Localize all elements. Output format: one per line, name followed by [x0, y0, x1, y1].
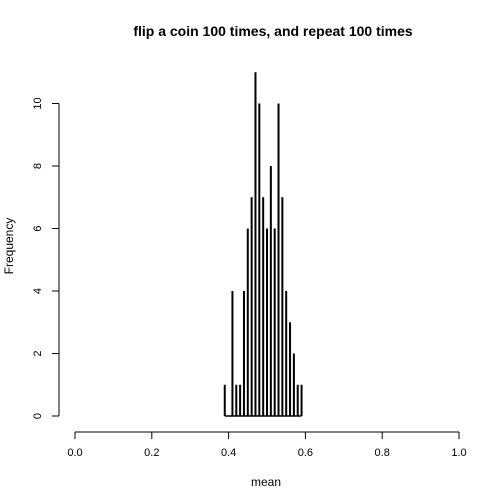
x-tick-label: 0.4 [221, 447, 236, 459]
x-tick-label: 0.6 [298, 447, 313, 459]
x-axis-label: mean [251, 475, 281, 489]
y-tick-label: 2 [32, 350, 44, 356]
y-axis-label: Frequency [2, 218, 16, 275]
x-tick-label: 1.0 [451, 447, 466, 459]
y-tick-label: 10 [32, 97, 44, 109]
y-axis: 0 2 4 6 8 10 [32, 97, 60, 419]
chart-title: flip a coin 100 times, and repeat 100 ti… [133, 23, 413, 39]
x-axis: 0.0 0.2 0.4 0.6 0.8 1.0 [67, 431, 467, 459]
y-tick-label: 4 [32, 288, 44, 294]
x-tick-label: 0.2 [144, 447, 159, 459]
y-tick-label: 8 [32, 163, 44, 169]
y-tick-label: 6 [32, 225, 44, 231]
x-tick-label: 0.0 [67, 447, 82, 459]
x-tick-label: 0.8 [375, 447, 390, 459]
bars [223, 72, 303, 417]
y-tick-label: 0 [32, 413, 44, 419]
